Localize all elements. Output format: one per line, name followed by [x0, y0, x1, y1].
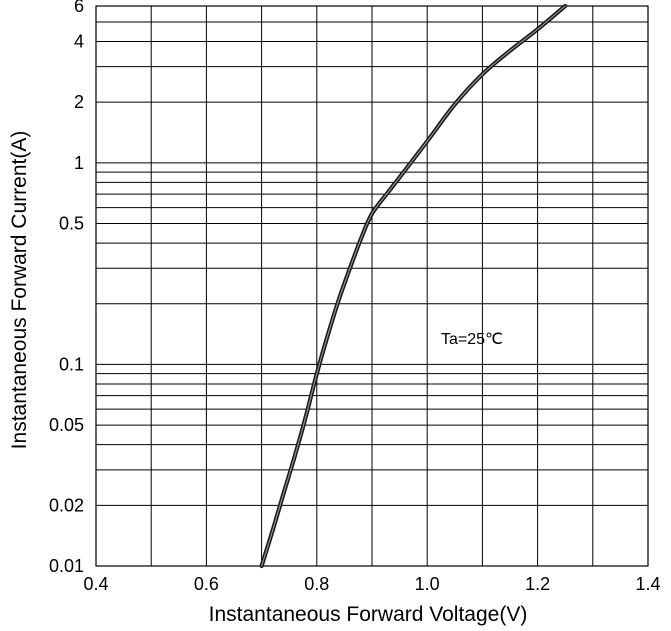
y-tick-label: 2 — [74, 92, 84, 112]
y-tick-label: 6 — [74, 0, 84, 16]
forward-curve-highlight — [261, 5, 566, 567]
y-tick-label: 0.01 — [49, 556, 84, 576]
x-axis-title: Instantaneous Forward Voltage(V) — [209, 603, 528, 626]
y-tick-label: 0.5 — [59, 214, 84, 234]
x-tick-label: 0.6 — [194, 574, 219, 594]
temperature-annotation: Ta=25℃ — [441, 331, 503, 348]
x-tick-label: 1.4 — [635, 574, 660, 594]
x-tick-label: 0.4 — [83, 574, 108, 594]
x-tick-label: 1.2 — [525, 574, 550, 594]
curve-layer — [259, 3, 568, 569]
grid-layer — [95, 5, 649, 567]
y-tick-label: 4 — [74, 32, 84, 52]
y-tick-labels: 0.01 0.02 0.05 0.1 0.5 1 2 4 6 — [49, 0, 84, 576]
y-tick-label: 0.1 — [59, 354, 84, 374]
forward-curve-line — [259, 3, 568, 569]
x-tick-label: 1.0 — [415, 574, 440, 594]
y-tick-label: 0.05 — [49, 415, 84, 435]
plot-frame — [95, 5, 649, 567]
y-tick-label: 0.02 — [49, 495, 84, 515]
y-tick-label: 1 — [74, 153, 84, 173]
y-axis-title: Instantaneous Forward Current(A) — [8, 131, 31, 450]
x-tick-label: 0.8 — [304, 574, 329, 594]
x-tick-labels: 0.4 0.6 0.8 1.0 1.2 1.4 — [83, 574, 660, 594]
